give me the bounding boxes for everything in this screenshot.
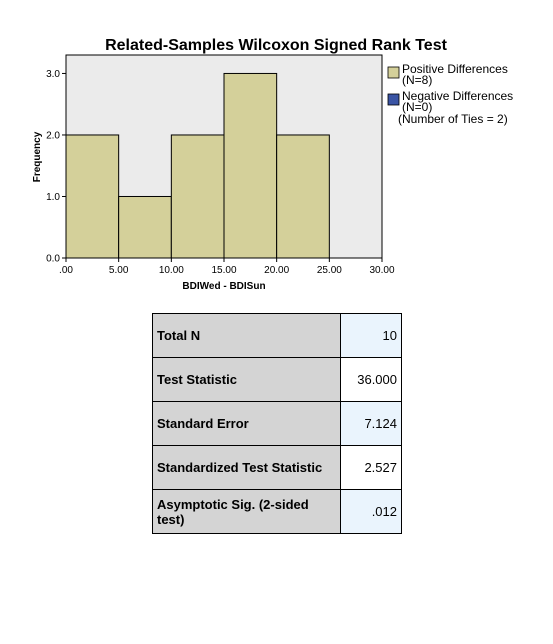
y-tick-label: 0.0	[46, 254, 60, 265]
x-tick-label: 10.00	[159, 265, 184, 276]
row-label-total-n: Total N	[151, 313, 342, 358]
y-tick-label: 3.0	[46, 69, 60, 80]
y-tick-label: 1.0	[46, 192, 60, 203]
row-label-test-statistic: Test Statistic	[151, 357, 342, 402]
x-tick-label: 20.00	[264, 265, 289, 276]
legend-swatch-negative	[387, 93, 400, 106]
x-tick-label: 5.00	[109, 265, 129, 276]
y-tick-label: 2.0	[46, 130, 60, 141]
legend-label-positive: Positive Differences	[402, 62, 508, 76]
chart-title: Related-Samples Wilcoxon Signed Rank Tes…	[105, 37, 448, 54]
row-label-asymptotic-sig: Asymptotic Sig. (2-sided test)	[151, 489, 342, 534]
row-label-standard-error: Standard Error	[151, 401, 342, 446]
y-axis-label: Frequency	[32, 131, 43, 182]
table-row: Total N 10	[151, 313, 402, 358]
histogram-bars	[65, 72, 330, 259]
row-value-standard-error: 7.124	[340, 401, 402, 446]
legend-sub-negative: (N=0)	[402, 100, 432, 114]
histogram-bar-4	[223, 72, 278, 259]
test-summary-table: Total N 10 Test Statistic 36.000 Standar…	[151, 313, 402, 534]
histogram-bar-3	[170, 134, 225, 259]
histogram-bar-2	[118, 195, 172, 259]
histogram-chart: Related-Samples Wilcoxon Signed Rank Tes…	[32, 37, 513, 292]
row-value-asymptotic-sig: .012	[340, 489, 402, 534]
table-row: Standard Error 7.124	[151, 401, 402, 446]
row-label-standardized-test-statistic: Standardized Test Statistic	[151, 445, 342, 490]
legend-sub-positive: (N=8)	[402, 73, 432, 87]
legend: Positive Differences (N=8) Negative Diff…	[387, 62, 513, 126]
table-row: Standardized Test Statistic 2.527	[151, 445, 402, 490]
x-tick-label: 15.00	[211, 265, 236, 276]
row-value-total-n: 10	[340, 313, 402, 358]
x-tick-label: 25.00	[317, 265, 342, 276]
histogram-bar-1	[65, 134, 120, 259]
table-row: Asymptotic Sig. (2-sided test) .012	[151, 489, 402, 534]
legend-label-negative: Negative Differences	[402, 89, 513, 103]
legend-swatch-positive	[387, 66, 400, 79]
histogram-bar-5	[276, 134, 330, 259]
x-axis: .00 5.00 10.00 15.00 20.00 25.00 30.00	[59, 258, 395, 276]
x-tick-label: 30.00	[369, 265, 394, 276]
x-tick-label: .00	[59, 265, 73, 276]
legend-ties: (Number of Ties = 2)	[398, 112, 508, 126]
table-row: Test Statistic 36.000	[151, 357, 402, 402]
y-axis: 0.0 1.0 2.0 3.0	[46, 69, 66, 265]
x-axis-label: BDIWed - BDISun	[182, 281, 265, 292]
row-value-test-statistic: 36.000	[340, 357, 402, 402]
row-value-standardized-test-statistic: 2.527	[340, 445, 402, 490]
